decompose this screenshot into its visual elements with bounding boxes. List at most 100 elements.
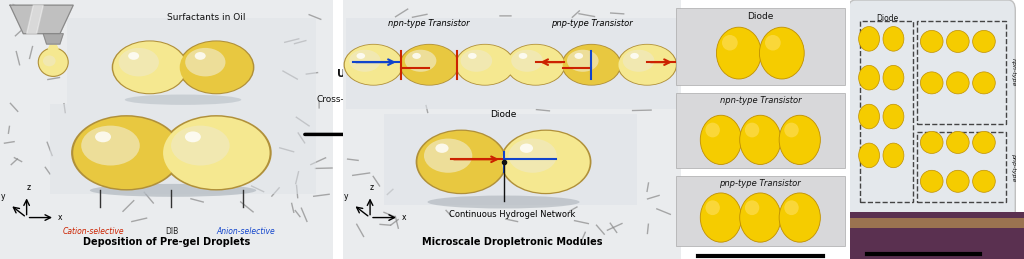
Ellipse shape bbox=[722, 35, 737, 51]
Ellipse shape bbox=[519, 53, 527, 59]
Polygon shape bbox=[48, 39, 58, 49]
Ellipse shape bbox=[95, 131, 111, 142]
Ellipse shape bbox=[706, 123, 720, 137]
Text: npn-type Transistor: npn-type Transistor bbox=[720, 96, 801, 105]
Text: DIB: DIB bbox=[165, 227, 178, 236]
Ellipse shape bbox=[520, 143, 534, 153]
Ellipse shape bbox=[921, 131, 943, 153]
Ellipse shape bbox=[428, 196, 580, 208]
Ellipse shape bbox=[195, 52, 206, 60]
Text: y: y bbox=[0, 192, 5, 201]
Ellipse shape bbox=[71, 115, 182, 191]
Polygon shape bbox=[27, 5, 43, 34]
Text: npn-type Transistor: npn-type Transistor bbox=[388, 19, 470, 28]
Polygon shape bbox=[43, 34, 63, 44]
FancyBboxPatch shape bbox=[343, 0, 681, 259]
FancyBboxPatch shape bbox=[346, 18, 678, 109]
Ellipse shape bbox=[81, 126, 139, 166]
Ellipse shape bbox=[468, 53, 476, 59]
Ellipse shape bbox=[946, 30, 969, 52]
Ellipse shape bbox=[171, 126, 229, 166]
Ellipse shape bbox=[779, 115, 820, 164]
Ellipse shape bbox=[973, 170, 995, 192]
Ellipse shape bbox=[706, 200, 720, 215]
FancyBboxPatch shape bbox=[676, 8, 845, 85]
Ellipse shape bbox=[921, 30, 943, 52]
FancyBboxPatch shape bbox=[850, 218, 1024, 228]
FancyBboxPatch shape bbox=[384, 114, 637, 205]
Ellipse shape bbox=[739, 115, 781, 164]
Text: Deposition of Pre-gel Droplets: Deposition of Pre-gel Droplets bbox=[83, 237, 250, 247]
Ellipse shape bbox=[973, 30, 995, 52]
FancyBboxPatch shape bbox=[848, 0, 1016, 223]
Ellipse shape bbox=[180, 41, 253, 93]
Ellipse shape bbox=[507, 45, 564, 85]
Ellipse shape bbox=[623, 50, 654, 72]
FancyBboxPatch shape bbox=[850, 212, 1024, 259]
Ellipse shape bbox=[112, 40, 187, 94]
Ellipse shape bbox=[883, 104, 904, 129]
Ellipse shape bbox=[424, 139, 472, 173]
FancyBboxPatch shape bbox=[0, 0, 333, 259]
Ellipse shape bbox=[502, 131, 590, 193]
Text: pnp-type Transistor: pnp-type Transistor bbox=[720, 179, 801, 188]
Ellipse shape bbox=[921, 72, 943, 94]
Ellipse shape bbox=[561, 44, 622, 86]
Text: z: z bbox=[27, 183, 31, 192]
Ellipse shape bbox=[784, 200, 799, 215]
FancyBboxPatch shape bbox=[676, 93, 845, 168]
Ellipse shape bbox=[511, 50, 543, 72]
Ellipse shape bbox=[43, 55, 55, 66]
Ellipse shape bbox=[618, 45, 676, 85]
Ellipse shape bbox=[760, 27, 804, 79]
Ellipse shape bbox=[90, 184, 256, 197]
Ellipse shape bbox=[883, 65, 904, 90]
Ellipse shape bbox=[784, 123, 799, 137]
Ellipse shape bbox=[563, 45, 621, 85]
Text: x: x bbox=[402, 213, 407, 222]
Text: Diode: Diode bbox=[748, 12, 773, 21]
Ellipse shape bbox=[185, 131, 201, 142]
Ellipse shape bbox=[765, 35, 780, 51]
Ellipse shape bbox=[700, 115, 741, 164]
Text: z: z bbox=[370, 183, 374, 192]
Ellipse shape bbox=[921, 170, 943, 192]
Ellipse shape bbox=[509, 139, 557, 173]
Text: x: x bbox=[58, 213, 62, 222]
Ellipse shape bbox=[946, 170, 969, 192]
Text: Continuous Hydrogel Network: Continuous Hydrogel Network bbox=[449, 210, 575, 219]
Ellipse shape bbox=[506, 44, 565, 86]
Ellipse shape bbox=[113, 41, 186, 93]
Ellipse shape bbox=[161, 115, 271, 191]
Ellipse shape bbox=[163, 117, 269, 189]
Ellipse shape bbox=[455, 44, 515, 86]
Ellipse shape bbox=[858, 65, 880, 90]
Ellipse shape bbox=[400, 45, 458, 85]
Ellipse shape bbox=[119, 48, 159, 76]
Ellipse shape bbox=[345, 45, 402, 85]
Ellipse shape bbox=[973, 72, 995, 94]
Ellipse shape bbox=[185, 48, 225, 76]
Ellipse shape bbox=[617, 44, 677, 86]
Text: Cation-selective: Cation-selective bbox=[62, 227, 124, 236]
Ellipse shape bbox=[739, 193, 781, 242]
Ellipse shape bbox=[416, 130, 507, 194]
Ellipse shape bbox=[858, 26, 880, 51]
Ellipse shape bbox=[574, 53, 583, 59]
Ellipse shape bbox=[883, 26, 904, 51]
FancyBboxPatch shape bbox=[50, 104, 316, 194]
Ellipse shape bbox=[457, 45, 514, 85]
Ellipse shape bbox=[418, 131, 505, 193]
Ellipse shape bbox=[973, 131, 995, 153]
Ellipse shape bbox=[178, 40, 254, 94]
Ellipse shape bbox=[435, 143, 449, 153]
Text: Cross-linking: Cross-linking bbox=[316, 95, 375, 104]
Text: pnp-type Transistor: pnp-type Transistor bbox=[551, 19, 632, 28]
Text: y: y bbox=[344, 192, 348, 201]
Text: UV: UV bbox=[337, 69, 354, 79]
Text: Anion-selective: Anion-selective bbox=[217, 227, 275, 236]
FancyBboxPatch shape bbox=[676, 176, 845, 246]
Ellipse shape bbox=[38, 48, 69, 76]
Ellipse shape bbox=[349, 50, 381, 72]
Ellipse shape bbox=[344, 44, 403, 86]
